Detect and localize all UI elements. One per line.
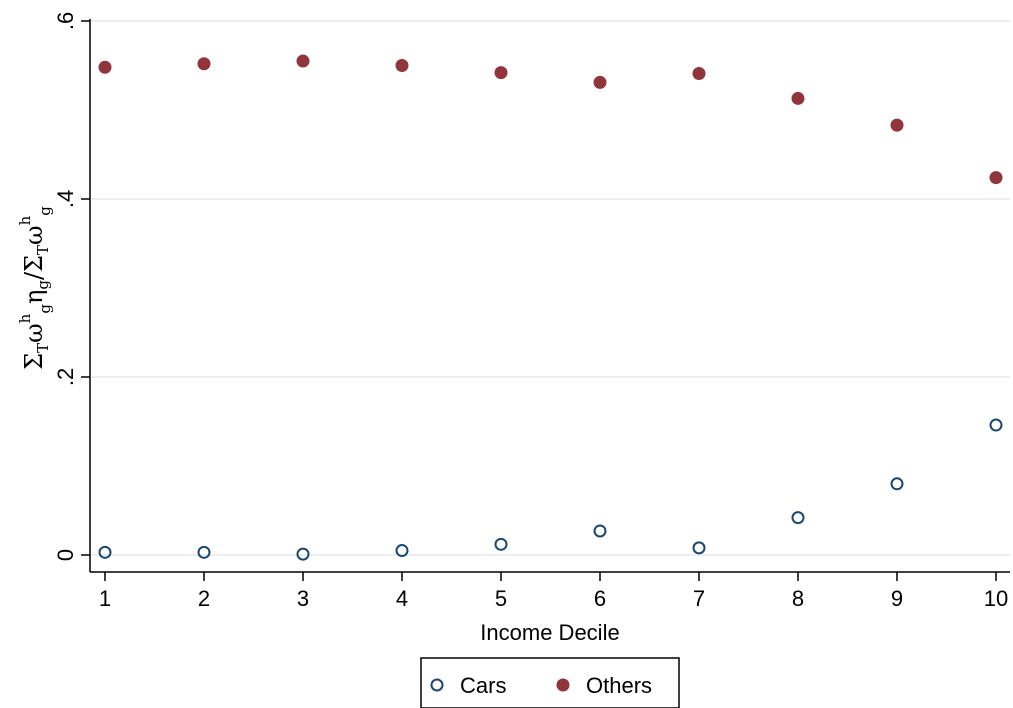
point-others	[593, 75, 607, 89]
point-others	[692, 67, 706, 81]
point-cars	[791, 511, 805, 525]
y-title-sub: g	[36, 304, 54, 314]
legend-marker-others	[556, 678, 570, 692]
y-title-slash: /	[20, 271, 48, 280]
point-others	[791, 91, 805, 105]
y-title-sub: T	[34, 245, 52, 255]
point-others	[890, 118, 904, 132]
axes: 0 .2 .4 .6 1 2 3 4 5 6 7 8 9 10	[53, 12, 1010, 611]
point-others	[494, 66, 508, 80]
x-tick-label: 4	[396, 586, 408, 611]
x-tick-label: 8	[792, 586, 804, 611]
y-title-sigma: Σ	[20, 255, 48, 272]
point-others	[197, 57, 211, 71]
point-cars	[692, 541, 706, 555]
x-tick-label: 10	[984, 586, 1008, 611]
x-tick-label: 3	[297, 586, 309, 611]
point-cars	[989, 418, 1003, 432]
point-others	[296, 54, 310, 68]
y-title-sup: h	[16, 313, 34, 323]
y-axis-title: ΣTωhgηg/ΣTωhg	[16, 206, 54, 370]
y-title-omega: ω	[20, 225, 48, 245]
y-title-omega: ω	[20, 323, 48, 343]
point-others	[98, 60, 112, 74]
y-title-eta: η	[20, 290, 48, 304]
point-cars	[395, 544, 409, 558]
point-cars	[98, 545, 112, 559]
x-tick-label: 6	[594, 586, 606, 611]
y-title-sigma: Σ	[20, 353, 48, 370]
legend-label-cars: Cars	[460, 673, 506, 698]
data-points	[98, 54, 1003, 561]
x-tick-label: 9	[891, 586, 903, 611]
point-cars	[197, 545, 211, 559]
x-tick-label: 7	[693, 586, 705, 611]
x-axis-title: Income Decile	[480, 620, 619, 645]
legend: Cars Others	[420, 657, 680, 708]
y-title-sup: h	[16, 215, 34, 225]
point-others	[989, 171, 1003, 185]
point-cars	[494, 537, 508, 551]
y-title-sub: T	[34, 343, 52, 353]
y-tick-label: .4	[53, 190, 78, 208]
y-tick-label: .2	[53, 368, 78, 386]
x-tick-label: 5	[495, 586, 507, 611]
y-tick-label: 0	[53, 549, 78, 561]
point-cars	[593, 524, 607, 538]
svg-text:ΣTωhgηg/ΣTωhg: ΣTωhgηg/ΣTωhg	[16, 206, 54, 370]
y-title-sub: g	[36, 206, 54, 216]
y-tick-label: .6	[53, 12, 78, 30]
legend-label-others: Others	[586, 673, 652, 698]
point-others	[395, 59, 409, 72]
point-cars	[296, 547, 310, 561]
legend-marker-cars	[430, 678, 444, 692]
grid-lines	[90, 20, 1010, 556]
y-title-sub: g	[34, 280, 52, 290]
legend-box	[420, 657, 680, 708]
x-tick-label: 1	[99, 586, 111, 611]
point-cars	[890, 477, 904, 491]
x-tick-label: 2	[198, 586, 210, 611]
